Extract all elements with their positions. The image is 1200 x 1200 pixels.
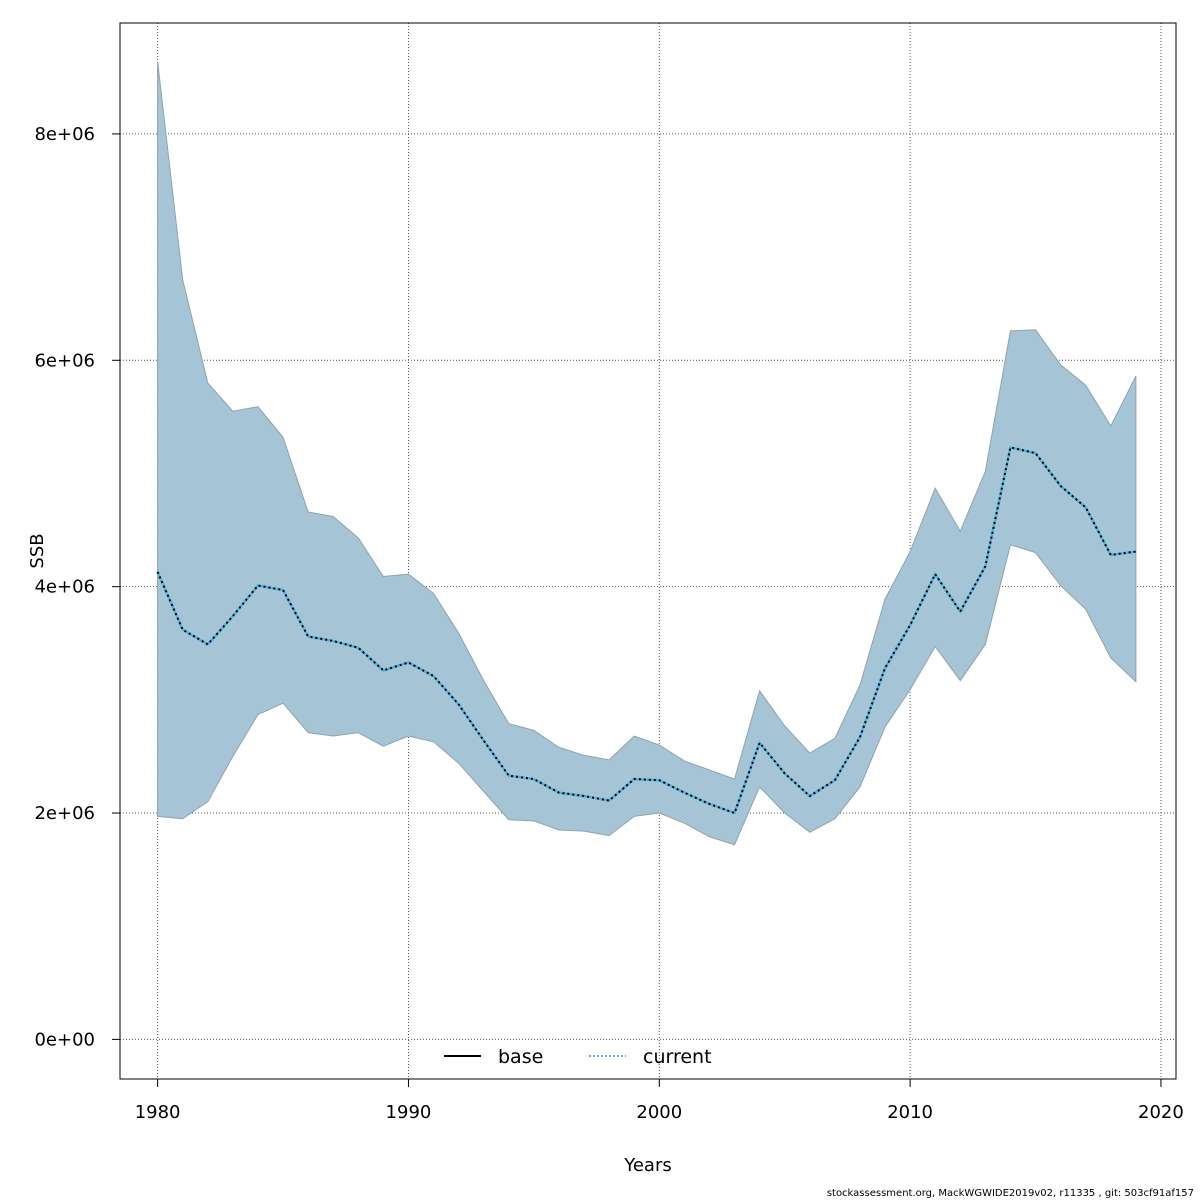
legend-current-label: current <box>643 1046 712 1068</box>
x-tick-label: 2010 <box>887 1102 933 1123</box>
legend: base current <box>444 1046 712 1068</box>
y-tick-label: 4e+06 <box>34 577 95 598</box>
series-base-line <box>156 446 1137 815</box>
x-tick-label: 1980 <box>135 1102 181 1123</box>
x-axis: 1980 1990 2000 2010 2020 <box>135 1079 1184 1123</box>
y-axis-label: SSB <box>27 533 48 568</box>
x-tick-label: 2000 <box>636 1102 682 1123</box>
x-axis-label: Years <box>623 1155 672 1176</box>
confidence-band <box>157 61 1137 846</box>
y-tick-label: 8e+06 <box>34 124 95 145</box>
y-tick-label: 6e+06 <box>34 350 95 371</box>
x-tick-label: 2020 <box>1138 1102 1184 1123</box>
y-tick-label: 2e+06 <box>34 803 95 824</box>
legend-base-label: base <box>498 1046 543 1068</box>
x-tick-label: 1990 <box>386 1102 432 1123</box>
y-axis: 0e+00 2e+06 4e+06 6e+06 8e+06 <box>34 124 120 1050</box>
y-tick-label: 0e+00 <box>34 1029 95 1050</box>
footer-credit: stockassessment.org, MackWGWIDE2019v02, … <box>826 1188 1194 1199</box>
plot-frame <box>119 22 1177 1080</box>
